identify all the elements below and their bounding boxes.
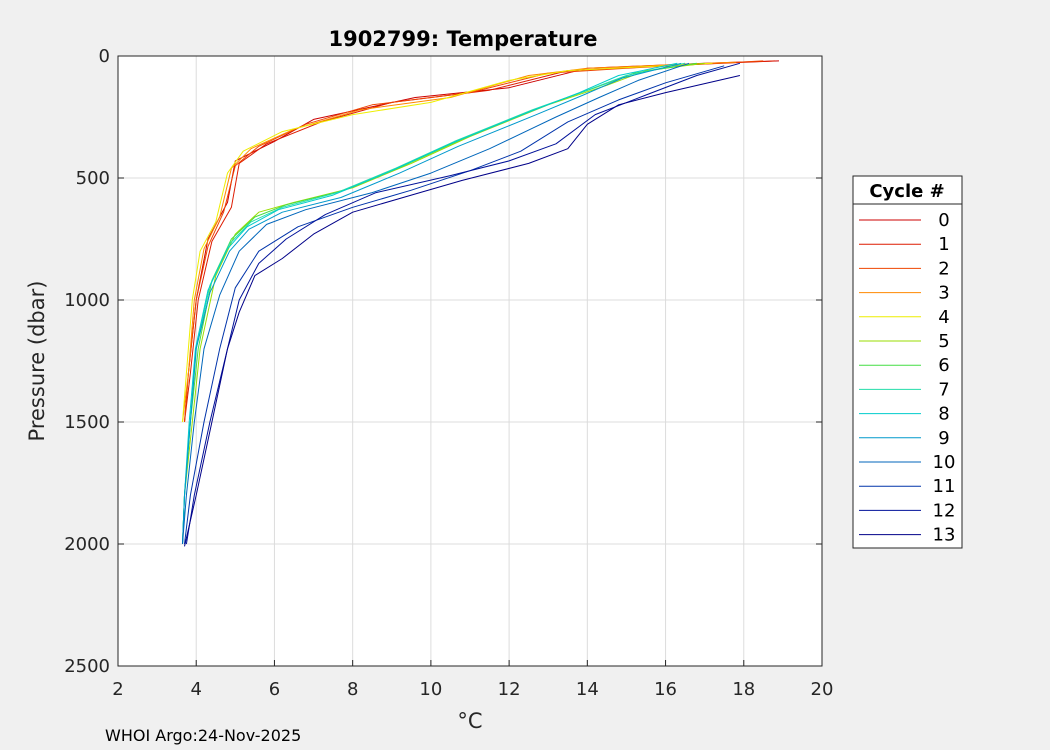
x-tick-label: 6: [269, 679, 280, 700]
chart-title: 1902799: Temperature: [328, 27, 597, 51]
y-tick-label: 500: [76, 168, 110, 189]
legend-label: 0: [938, 210, 949, 231]
legend-label: 5: [938, 331, 949, 352]
x-axis-label: °C: [457, 709, 482, 733]
legend-label: 10: [933, 452, 956, 473]
legend-label: 1: [938, 234, 949, 255]
plot-frame: [117, 55, 823, 667]
x-tick-label: 20: [811, 679, 834, 700]
legend-label: 8: [938, 404, 949, 425]
y-axis-label: Pressure (dbar): [25, 281, 49, 442]
legend-label: 13: [933, 525, 956, 546]
legend-label: 6: [938, 355, 949, 376]
footer-text: WHOI Argo:24-Nov-2025: [105, 726, 301, 745]
series-line-cycle-8: [182, 62, 678, 545]
x-tick-label: 10: [419, 679, 442, 700]
x-tick-label: 14: [576, 679, 599, 700]
x-tick-label: 4: [190, 679, 201, 700]
legend-label: 11: [933, 476, 956, 497]
y-tick-label: 2500: [64, 656, 110, 677]
plot-area: [118, 56, 822, 666]
x-tick-label: 16: [654, 679, 677, 700]
series-line-cycle-10: [182, 62, 690, 545]
series-line-cycle-4: [182, 62, 713, 423]
x-tick-label: 12: [498, 679, 521, 700]
legend-title: Cycle #: [869, 181, 944, 202]
y-tick-label: 0: [99, 46, 110, 67]
series-lines: [182, 60, 780, 547]
x-tick-label: 8: [347, 679, 358, 700]
series-line-cycle-13: [184, 75, 741, 547]
series-line-cycle-11: [184, 65, 725, 545]
legend-label: 2: [938, 258, 949, 279]
legend-label: 9: [938, 428, 949, 449]
x-tick-label: 18: [732, 679, 755, 700]
y-axis-ticks: 0 500 1000 1500 2000 2500: [64, 46, 822, 677]
x-axis-ticks: 2 4 6 8 10 12 14 16 18 20: [112, 660, 833, 700]
series-line-cycle-12: [185, 62, 741, 545]
legend-label: 7: [938, 379, 949, 400]
y-tick-label: 1000: [64, 290, 110, 311]
legend-label: 3: [938, 283, 949, 304]
legend-label: 12: [933, 500, 956, 521]
y-tick-label: 2000: [64, 534, 110, 555]
series-line-cycle-3: [182, 61, 737, 423]
series-line-cycle-9: [182, 62, 682, 545]
y-tick-label: 1500: [64, 412, 110, 433]
x-tick-label: 2: [112, 679, 123, 700]
legend-label: 4: [938, 307, 949, 328]
